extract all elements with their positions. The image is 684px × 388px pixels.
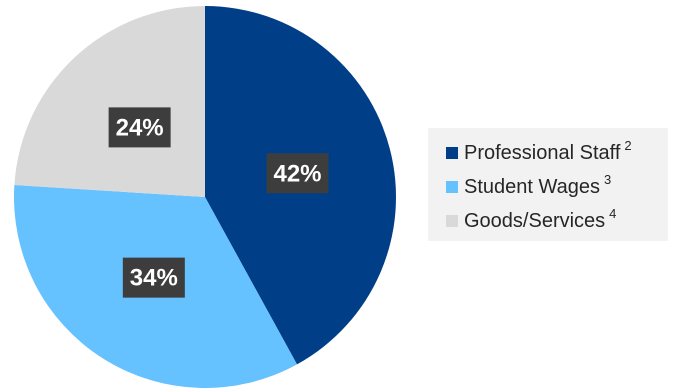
legend-label: Goods/Services bbox=[464, 209, 606, 232]
legend-footnote: 3 bbox=[604, 171, 612, 187]
data-label: 42% bbox=[266, 153, 329, 194]
legend-swatch-goods-services bbox=[446, 215, 458, 227]
legend-item-goods-services: Goods/Services 4 bbox=[446, 204, 668, 238]
data-label-text: 42% bbox=[273, 160, 321, 187]
legend-item-professional-staff: Professional Staff 2 bbox=[446, 136, 668, 170]
data-label-box bbox=[122, 257, 185, 298]
legend-footnote: 4 bbox=[609, 205, 617, 221]
legend-item-student-wages: Student Wages 3 bbox=[446, 170, 668, 204]
legend-label: Student Wages bbox=[464, 175, 601, 198]
data-label-box bbox=[266, 153, 329, 194]
pie-data-labels: 42% 34% 24% bbox=[108, 107, 329, 298]
legend: Professional Staff 2 Student Wages 3 Goo… bbox=[428, 128, 668, 241]
legend-swatch-professional-staff bbox=[446, 147, 458, 159]
data-label: 24% bbox=[108, 107, 171, 148]
legend-footnote: 2 bbox=[624, 137, 632, 153]
data-label-box bbox=[108, 107, 171, 148]
pie-slices bbox=[13, 5, 397, 388]
data-label-text: 34% bbox=[130, 265, 178, 292]
data-label-text: 24% bbox=[116, 114, 164, 141]
legend-swatch-student-wages bbox=[446, 181, 458, 193]
data-label: 34% bbox=[122, 257, 185, 298]
legend-label: Professional Staff bbox=[464, 141, 621, 164]
pie-slice-goods-services bbox=[14, 6, 206, 197]
